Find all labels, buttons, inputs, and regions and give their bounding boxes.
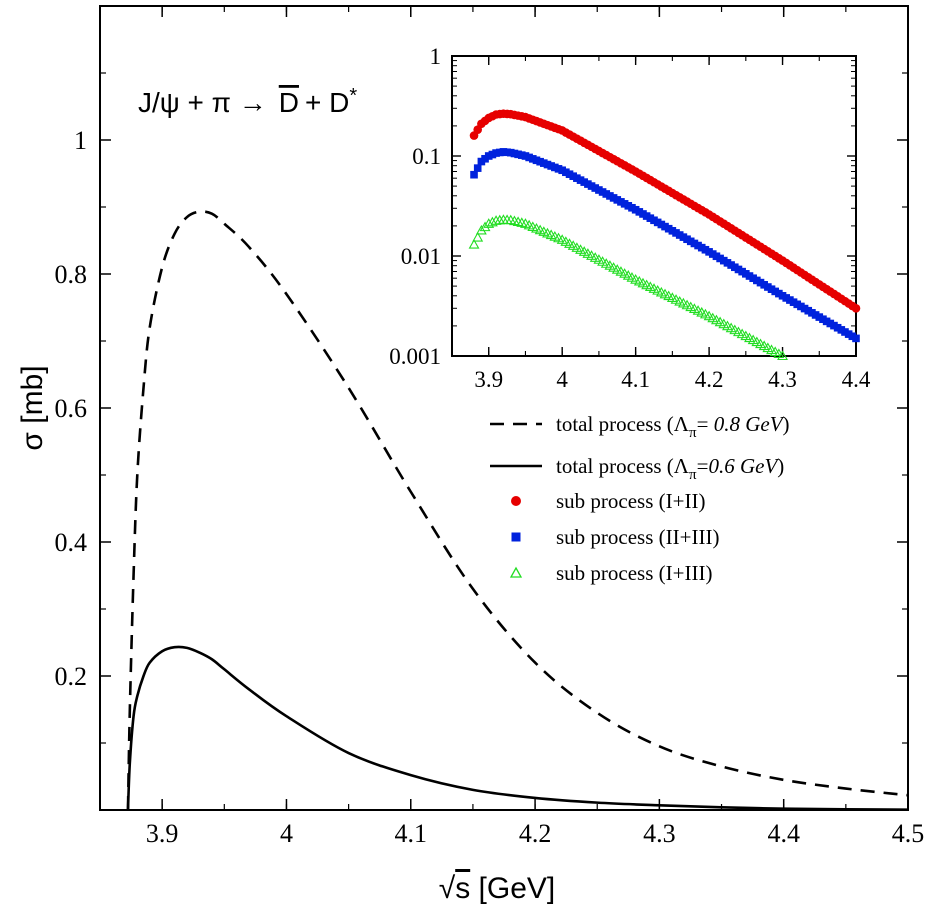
legend-label: sub process (II+III) xyxy=(556,525,719,549)
inset-point-I+III xyxy=(468,238,480,249)
inset-point-II+III xyxy=(470,170,478,179)
y-tick-label: 0.8 xyxy=(55,260,88,289)
legend-close: ) xyxy=(777,454,784,478)
inset-point-I+II xyxy=(851,303,861,313)
inset-point-I+III xyxy=(483,218,495,228)
legend-marker-square xyxy=(511,532,521,542)
reaction-lhs: J/ψ + π → xyxy=(138,87,267,118)
reaction-plus: + D xyxy=(305,87,349,118)
main-plot: 3.9 4 4.1 4.2 4.3 4.4 4.5 0.2 0.4 0.6 0.8 1 √s [GeV]… xyxy=(16,5,925,905)
x-tick-label: 4.3 xyxy=(643,819,676,848)
inset-point-I+III xyxy=(777,350,788,361)
legend-value: 0.6 GeV xyxy=(708,454,779,478)
legend-marker-circle xyxy=(511,496,521,506)
legend-eq: = xyxy=(697,412,714,436)
legend-eq: = xyxy=(697,454,709,478)
inset-frame xyxy=(451,55,857,357)
x-tick-label: 4.2 xyxy=(519,819,552,848)
legend-lambda: Λ xyxy=(674,412,690,436)
inset-point-II+III xyxy=(852,334,860,343)
legend-label-text: total process ( xyxy=(556,454,674,478)
inset-point-I+III xyxy=(479,221,491,232)
legend-label: sub process (I+II) xyxy=(556,489,705,513)
x-tick-label: 3.9 xyxy=(146,819,179,848)
inset-y-tick-label: 0.001 xyxy=(389,344,441,369)
inset-x-tick-label: 4.3 xyxy=(768,367,797,392)
inset-x-tick-label: 4.2 xyxy=(695,367,724,392)
reaction-star: * xyxy=(349,85,357,107)
reaction-dbar: D xyxy=(279,87,299,118)
legend-marker-triangle xyxy=(509,566,523,578)
y-tick-label: 0.4 xyxy=(55,528,88,557)
reaction-title: J/ψ + π → D + D* xyxy=(138,85,357,118)
inset-point-I+III xyxy=(475,224,487,235)
inset-y-tick-label: 0.01 xyxy=(401,244,441,269)
inset-plot: 3.9 4 4.1 4.2 4.3 4.4 0.001 0.01 0.1 1 xyxy=(389,44,871,392)
y-tick-label: 0.6 xyxy=(55,394,88,423)
x-axis-label-var: s xyxy=(455,872,470,905)
legend-label: total process (Λπ= 0.8 GeV) xyxy=(556,412,790,441)
legend-close: ) xyxy=(783,412,790,436)
legend-value: 0.8 GeV xyxy=(714,412,785,436)
x-tick-label: 4.5 xyxy=(892,819,925,848)
inset-y-tick-label: 1 xyxy=(430,44,442,69)
inset-point-I+III xyxy=(472,231,484,242)
legend-label: total process (Λπ=0.6 GeV) xyxy=(556,454,784,483)
x-tick-label: 4.4 xyxy=(767,819,800,848)
legend-label: sub process (I+III) xyxy=(556,561,712,585)
inset-x-tick-label: 4.4 xyxy=(842,367,871,392)
total-process-0.8-curve xyxy=(126,210,909,811)
y-tick-label: 0.2 xyxy=(55,662,88,691)
inset-point-II+III xyxy=(473,164,482,172)
legend-lambda-sub: π xyxy=(689,467,697,483)
inset-x-tick-label: 4.1 xyxy=(621,367,650,392)
x-axis-label-root: √ xyxy=(439,872,456,905)
inset-point-I+III xyxy=(486,216,498,227)
y-tick-label: 1 xyxy=(74,126,87,155)
legend-lambda: Λ xyxy=(674,454,690,478)
inset-y-tick-label: 0.1 xyxy=(412,144,441,169)
y-axis-label: σ [mb] xyxy=(16,365,49,450)
total-process-0.6-curve xyxy=(126,645,909,811)
inset-x-tick-label: 3.9 xyxy=(474,367,503,392)
x-tick-label: 4.1 xyxy=(395,819,428,848)
x-tick-label: 4 xyxy=(280,819,293,848)
inset-x-tick-label: 4 xyxy=(556,367,568,392)
legend-lambda-sub: π xyxy=(689,425,697,441)
legend-label-text: total process ( xyxy=(556,412,674,436)
x-axis-label-unit: [GeV] xyxy=(470,872,555,905)
x-axis-label: √s [GeV] xyxy=(439,872,556,905)
